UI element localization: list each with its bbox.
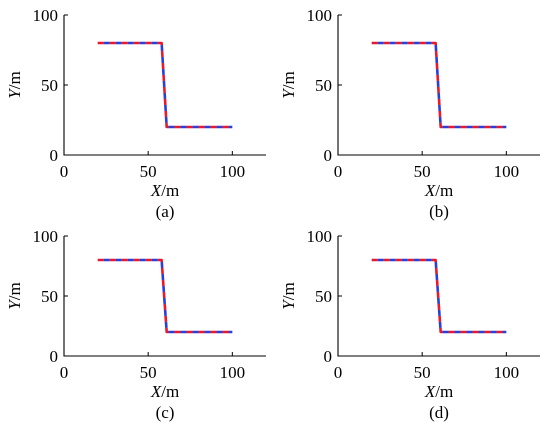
x-axis-label: X/m [150, 382, 179, 401]
x-tick-label: 0 [60, 162, 69, 181]
y-tick-label: 100 [307, 6, 333, 25]
x-tick-label: 0 [60, 363, 69, 382]
panel-label: (d) [429, 403, 449, 422]
y-tick-label: 0 [324, 347, 333, 366]
x-tick-label: 50 [414, 162, 431, 181]
panel-b: 0 50 100 0 50 100 X/m Y/m (b) [279, 6, 540, 221]
series-line-1 [97, 258, 233, 334]
y-tick-label: 0 [50, 146, 59, 165]
x-tick-label: 100 [220, 162, 246, 181]
y-tick-label: 50 [41, 287, 58, 306]
y-axis-label: Y/m [279, 71, 298, 98]
y-axis-label: Y/m [279, 282, 298, 309]
panel-a: 0 50 100 0 50 100 X/m Y/m (a) [5, 6, 266, 221]
y-axis-label: Y/m [5, 71, 24, 98]
y-tick-label: 0 [324, 146, 333, 165]
series-line-2 [97, 258, 233, 334]
panel-label: (a) [156, 202, 175, 221]
panel-d: 0 50 100 0 50 100 X/m Y/m (d) [279, 227, 540, 422]
y-tick-label: 0 [50, 347, 59, 366]
y-tick-label: 100 [33, 6, 59, 25]
x-tick-label: 0 [334, 162, 343, 181]
y-tick-label: 50 [41, 76, 58, 95]
y-tick-label: 50 [315, 76, 332, 95]
x-tick-label: 50 [414, 363, 431, 382]
series-line-2 [371, 258, 507, 334]
series-line-2 [97, 41, 233, 129]
y-tick-label: 50 [315, 287, 332, 306]
x-tick-label: 0 [334, 363, 343, 382]
panel-label: (c) [156, 403, 175, 422]
panel-label: (b) [429, 202, 449, 221]
x-tick-label: 100 [220, 363, 246, 382]
series-line-1 [371, 258, 507, 334]
series-line-1 [97, 41, 233, 129]
panel-c: 0 50 100 0 50 100 X/m Y/m (c) [5, 227, 266, 422]
x-axis-label: X/m [150, 181, 179, 200]
y-tick-label: 100 [33, 227, 59, 246]
x-axis-label: X/m [424, 382, 453, 401]
x-tick-label: 50 [140, 162, 157, 181]
x-tick-label: 50 [140, 363, 157, 382]
series-line-1 [371, 41, 507, 129]
x-tick-label: 100 [494, 363, 520, 382]
x-tick-label: 100 [494, 162, 520, 181]
x-axis-label: X/m [424, 181, 453, 200]
y-tick-label: 100 [307, 227, 333, 246]
y-axis-label: Y/m [5, 282, 24, 309]
series-line-2 [371, 41, 507, 129]
